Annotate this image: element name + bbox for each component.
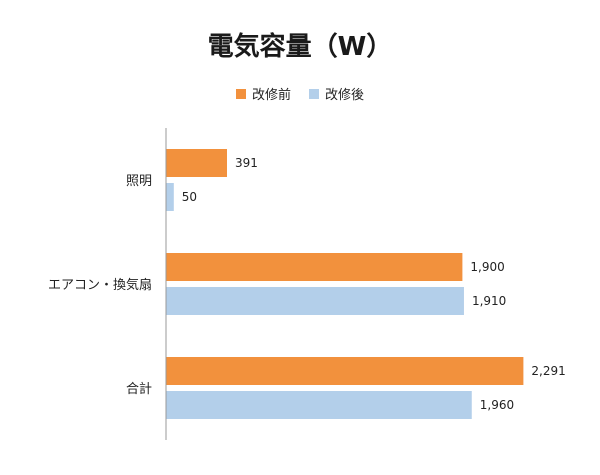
legend-item-before: 改修前 [235,84,291,103]
bar [166,287,464,315]
category-label: 照明 [126,174,152,189]
data-label: 1,960 [480,398,514,412]
bar [166,183,174,211]
data-label: 2,291 [531,364,565,378]
chart-title: 電気容量（W） [207,32,393,62]
legend-item-after: 改修後 [309,84,364,103]
bar [166,253,463,281]
data-label: 50 [182,190,197,204]
legend: 改修前 改修後 [0,84,600,103]
bar [166,391,472,419]
category-label: エアコン・換気扇 [48,277,152,293]
legend-label-after: 改修後 [325,88,365,103]
bar [166,149,227,177]
bar [166,357,524,385]
legend-label-before: 改修前 [251,88,291,103]
data-label: 1,910 [472,294,506,308]
category-label: 合計 [126,381,152,397]
data-label: 391 [235,156,258,170]
legend-swatch-after [309,88,319,99]
data-label: 1,900 [470,260,504,274]
legend-swatch-before [235,88,246,99]
